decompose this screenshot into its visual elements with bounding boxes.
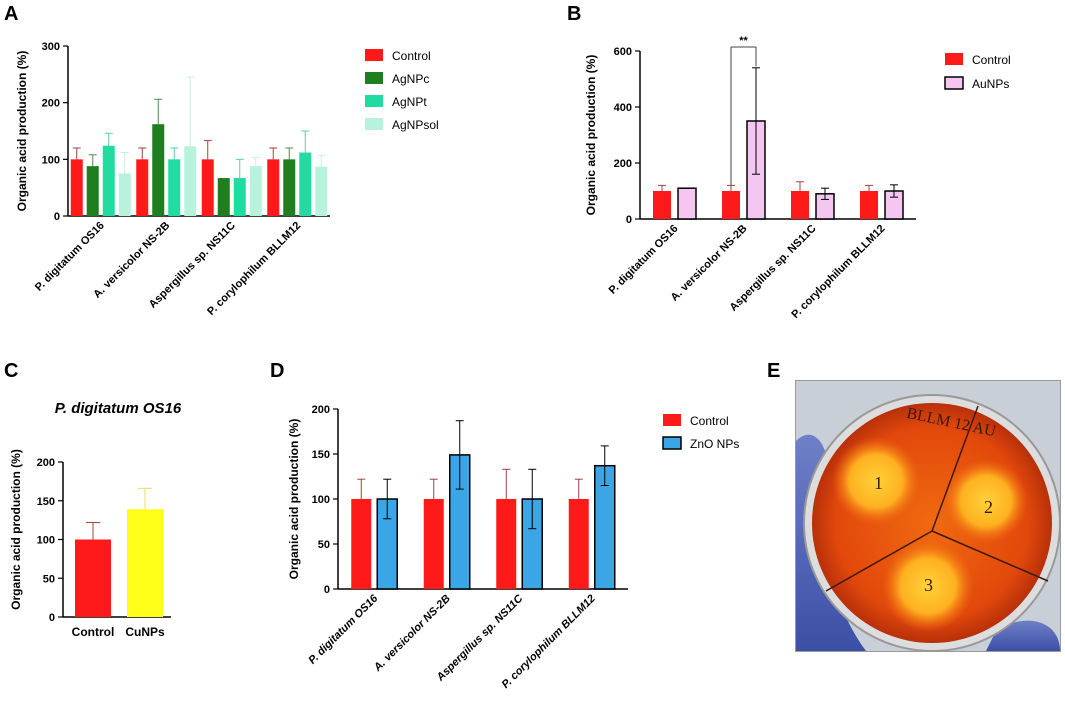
chart-a-bar [168, 159, 181, 216]
chart-b-y-tick-label: 0 [626, 214, 632, 226]
chart-a-bar [267, 159, 280, 216]
chart-d-bar [423, 499, 444, 589]
chart-c-title: P. digitatum OS16 [55, 400, 182, 417]
chart-d-category-label: A. versicolor NS-2B [371, 593, 453, 675]
chart-c-y-label: Organic acid production (%) [9, 449, 23, 610]
chart-b-legend-swatch [945, 53, 963, 65]
chart-a-bar [217, 178, 230, 216]
chart-a-category-label: P. digitatum OS16 [33, 220, 107, 294]
plate-sector-3: 3 [924, 575, 933, 595]
chart-b-legend-label: Control [972, 53, 1011, 67]
panel-label-c: C [4, 360, 18, 382]
chart-b-significance-label: ** [739, 35, 748, 47]
plate-sector-2: 2 [984, 497, 993, 517]
chart-a-y-tick-label: 200 [42, 98, 60, 110]
chart-c-y-tick-label: 100 [37, 535, 55, 547]
chart-a-y-tick-label: 0 [54, 211, 60, 223]
chart-d-y-label: Organic acid production (%) [287, 419, 301, 580]
chart-a-bar [249, 166, 262, 216]
chart-c-y-tick-label: 150 [37, 496, 55, 508]
chart-c-category-label: CuNPs [125, 625, 165, 639]
chart-a-legend-swatch [365, 72, 383, 84]
chart-d-y-tick-label: 150 [312, 449, 330, 461]
plate-sector-1: 1 [874, 473, 883, 493]
chart-a-y-tick-label: 300 [42, 41, 60, 53]
chart-c: 0 50 100 150 200 Organic acid production (%) P… [9, 400, 182, 639]
chart-a-bar [283, 159, 296, 216]
chart-a-legend-swatch [365, 49, 383, 61]
chart-b-y-label: Organic acid production (%) [584, 55, 598, 216]
chart-b-y-tick-label: 200 [614, 158, 632, 170]
chart-a-bar [86, 166, 99, 216]
panel-label-e: E [767, 360, 780, 382]
chart-d-bar [351, 499, 372, 589]
chart-b-bar [722, 191, 740, 219]
chart-d-legend-label: ZnO NPs [690, 437, 739, 451]
chart-c-category-label: Control [72, 625, 115, 639]
chart-d-legend-label: Control [690, 414, 729, 428]
chart-a: 0 100 200 300 Organic acid production (%) P. … [15, 41, 439, 318]
chart-a-bar [184, 146, 197, 216]
chart-a-bar [118, 173, 131, 216]
chart-c-y-tick-label: 50 [43, 573, 55, 585]
chart-c-bar [75, 539, 111, 617]
chart-a-legend-label: AgNPc [392, 72, 429, 86]
chart-c-y-tick-label: 200 [37, 457, 55, 469]
chart-d-legend-swatch [662, 436, 682, 450]
chart-d-bar [568, 499, 589, 589]
chart-b-legend-swatch [944, 76, 964, 90]
chart-a-y-label: Organic acid production (%) [15, 51, 29, 212]
chart-b-legend-label: AuNPs [972, 77, 1009, 91]
chart-a-bar [315, 166, 328, 216]
chart-d: 0 50 100 150 200 Organic acid production (%) P… [287, 404, 739, 691]
chart-a-legend-label: AgNPt [392, 95, 427, 109]
chart-a-legend-label: Control [392, 49, 431, 63]
chart-a-bar [233, 178, 246, 216]
panel-label-d: D [270, 360, 284, 382]
chart-a-bar [136, 159, 149, 216]
chart-b-y-tick-label: 400 [614, 102, 632, 114]
chart-a-bar [70, 159, 83, 216]
chart-c-y-tick-label: 0 [49, 612, 55, 624]
chart-d-bar [496, 499, 517, 589]
chart-b-bar [791, 191, 809, 219]
chart-a-legend-swatch [365, 118, 383, 130]
chart-b-category-label: P. digitatum OS16 [607, 223, 681, 297]
chart-d-y-tick-label: 100 [312, 494, 330, 506]
panel-label-a: A [4, 3, 18, 25]
chart-b-y-tick-label: 600 [614, 46, 632, 58]
chart-b-bar [677, 187, 697, 220]
chart-d-y-tick-label: 200 [312, 404, 330, 416]
chart-b-bar [860, 191, 878, 219]
chart-a-legend-swatch [365, 95, 383, 107]
chart-a-y-tick-label: 100 [42, 154, 60, 166]
chart-a-bar [201, 159, 214, 216]
chart-b-bar [653, 191, 671, 219]
chart-a-bar [102, 145, 115, 216]
chart-a-legend-label: AgNPsol [392, 118, 439, 132]
chart-b: 0 200 400 600 Organic acid production (%) P. … [584, 35, 1011, 321]
panel-label-b: B [567, 3, 581, 25]
chart-b-category-label: A. versicolor NS-2B [669, 223, 750, 304]
chart-d-legend-swatch [663, 414, 681, 426]
chart-d-category-label: P. digitatum OS16 [306, 592, 381, 667]
petri-dish-photo: BLLM 12 AU 1 2 3 [795, 380, 1061, 652]
chart-d-y-tick-label: 50 [318, 539, 330, 551]
chart-a-bar [299, 152, 312, 216]
chart-a-bar [152, 124, 165, 216]
chart-d-y-tick-label: 0 [324, 584, 330, 596]
chart-c-bar [127, 509, 163, 617]
